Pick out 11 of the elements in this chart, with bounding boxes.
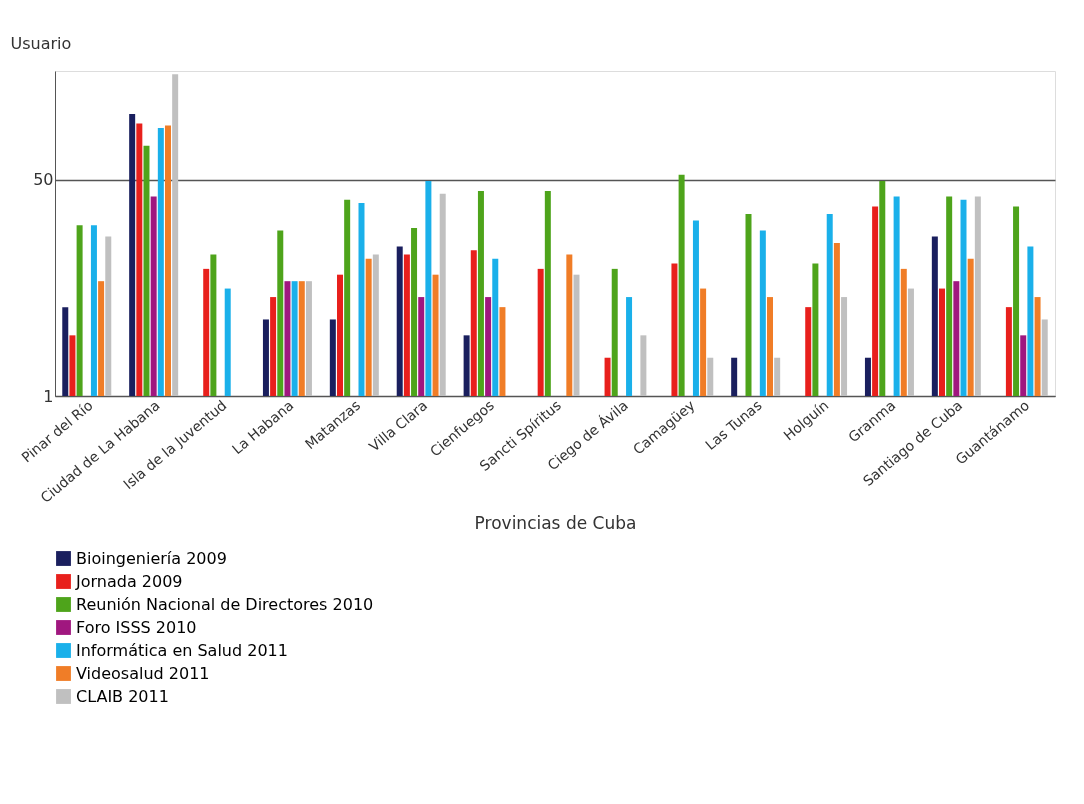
legend-label: CLAIB 2011	[76, 686, 169, 706]
legend-label: Bioingeniería 2009	[76, 548, 227, 568]
legend-label: Foro ISSS 2010	[76, 617, 197, 637]
y-tick-label: 50	[33, 170, 54, 190]
legend-label: Jornada 2009	[75, 571, 183, 591]
legend-label: Reunión Nacional de Directores 2010	[76, 594, 374, 614]
y-axis-title: Usuario	[10, 33, 72, 53]
x-axis-title: Provincias de Cuba	[474, 512, 637, 533]
legend-label: Informática en Salud 2011	[76, 640, 288, 660]
y-tick-label: 1	[43, 386, 54, 406]
legend-label: Videosalud 2011	[76, 663, 210, 683]
